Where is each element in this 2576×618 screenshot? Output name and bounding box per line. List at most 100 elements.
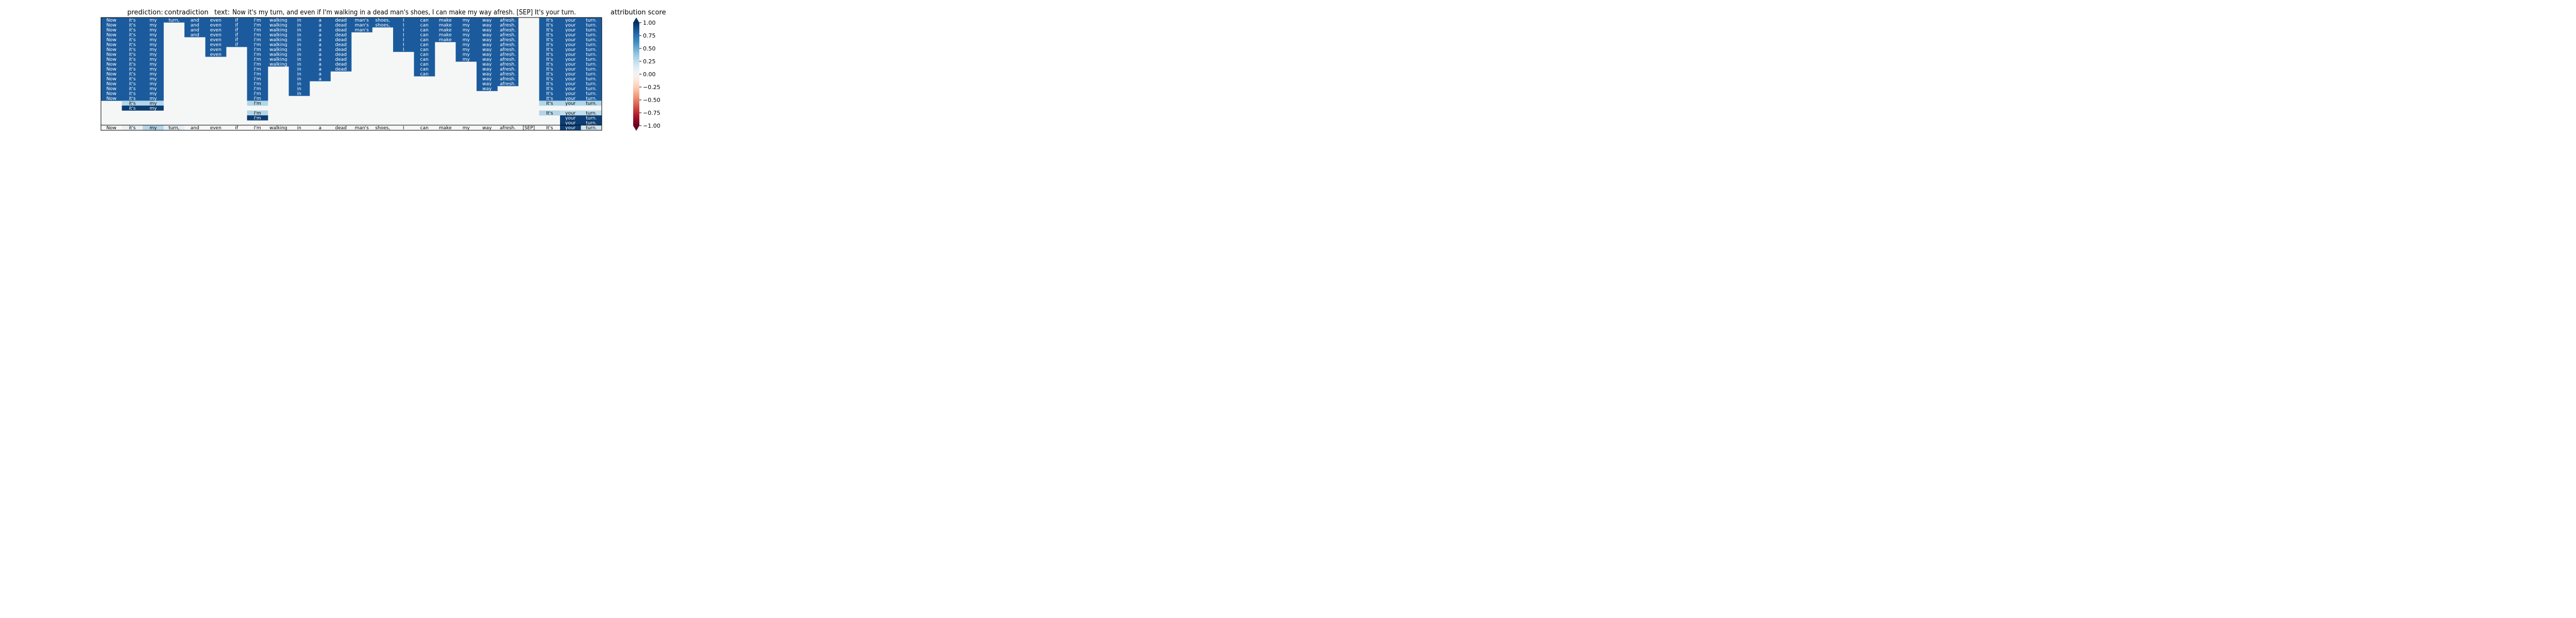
heatmap-label: I'm [254, 28, 261, 33]
token-cell [435, 125, 456, 130]
colorbar-bottom-extension [633, 126, 639, 131]
heatmap-cell [268, 32, 289, 38]
heatmap-cell [560, 61, 581, 67]
heatmap-label: It's [546, 87, 553, 92]
heatmap-label: your [565, 33, 576, 38]
heatmap-cell [497, 71, 519, 77]
heatmap-label: walking [269, 53, 287, 58]
heatmap-cell [101, 86, 122, 91]
heatmap-cell [497, 52, 519, 57]
heatmap-label: my [149, 62, 157, 67]
heatmap-label: my [149, 23, 157, 28]
heatmap-cell [247, 66, 268, 72]
heatmap-label: I'm [254, 87, 261, 92]
heatmap-cell [289, 18, 310, 23]
heatmap-label: can [420, 38, 429, 43]
heatmap-label: in [297, 33, 301, 38]
heatmap-cell [539, 71, 561, 77]
heatmap-cell [330, 57, 352, 62]
heatmap-cell [560, 86, 581, 91]
heatmap-cell [560, 57, 581, 62]
heatmap-cell [122, 37, 143, 42]
heatmap-label: turn. [586, 23, 597, 28]
heatmap-cell [289, 86, 310, 91]
heatmap-label: walking [269, 18, 287, 23]
heatmap-cell [289, 32, 310, 38]
heatmap-label: Now [106, 72, 116, 77]
heatmap-label: It's [546, 18, 553, 23]
token-cell [268, 125, 289, 130]
heatmap-label: afresh. [500, 23, 516, 28]
heatmap-label: can [420, 43, 429, 48]
chart-title: prediction: contradiction text: Now it's… [127, 9, 576, 16]
heatmap-label: even [210, 33, 222, 38]
heatmap-cell [143, 86, 164, 91]
heatmap-cell [539, 18, 561, 23]
token-label: shoes, [375, 126, 390, 131]
heatmap-cell [289, 27, 310, 32]
prediction-value: contradiction [164, 9, 209, 16]
heatmap-cell [581, 86, 602, 91]
heatmap-cell [455, 57, 477, 62]
heatmap-cell [372, 18, 394, 23]
heatmap-label: way [482, 77, 492, 82]
heatmap-label: in [297, 82, 301, 87]
heatmap-label: in [297, 18, 301, 23]
heatmap-cell [560, 110, 581, 116]
token-label: and [191, 126, 199, 131]
heatmap-label: your [565, 67, 576, 72]
heatmap-cell [330, 37, 352, 42]
token-label: way [482, 126, 492, 131]
heatmap-label: Now [106, 23, 116, 28]
heatmap-label: way [482, 33, 492, 38]
heatmap-label: it's [129, 18, 136, 23]
heatmap-label: walking [269, 33, 287, 38]
heatmap-cell [247, 52, 268, 57]
heatmap-cell [497, 22, 519, 28]
heatmap-cell [310, 61, 331, 67]
heatmap-label: turn. [586, 77, 597, 82]
heatmap-cell [143, 66, 164, 72]
heatmap-cell [247, 100, 268, 106]
heatmap-label: walking [269, 62, 287, 67]
heatmap-cell [122, 22, 143, 28]
heatmap-label: my [463, 57, 470, 62]
heatmap-cell [477, 81, 498, 87]
heatmap-cell [289, 91, 310, 96]
heatmap-cell [122, 66, 143, 72]
heatmap-label: my [149, 33, 157, 38]
heatmap-cell [539, 86, 561, 91]
heatmap-label: walking [269, 28, 287, 33]
heatmap-cell [310, 37, 331, 42]
heatmap-cell [310, 66, 331, 72]
colorbar-top-extension [633, 18, 639, 23]
heatmap-label: even [210, 43, 222, 48]
heatmap-cell [435, 32, 456, 38]
heatmap-cell [247, 37, 268, 42]
heatmap-cell [497, 81, 519, 87]
heatmap-cell [581, 96, 602, 101]
heatmap-label: in [297, 53, 301, 58]
heatmap-cell [122, 71, 143, 77]
heatmap-label: and [191, 18, 199, 23]
heatmap-cell [539, 61, 561, 67]
token-cell [351, 125, 372, 130]
heatmap-cell [101, 57, 122, 62]
heatmap-cell [560, 66, 581, 72]
heatmap-label: in [297, 43, 301, 48]
heatmap-label: in [297, 67, 301, 72]
heatmap-cell [393, 47, 414, 52]
heatmap-label: your [565, 43, 576, 48]
heatmap-cell [247, 42, 268, 47]
heatmap-cell [247, 96, 268, 101]
heatmap-cell [122, 42, 143, 47]
heatmap-label: shoes, [375, 18, 390, 23]
heatmap-label: your [565, 77, 576, 82]
heatmap-cell [455, 18, 477, 23]
heatmap-label: Now [106, 18, 116, 23]
heatmap-label: in [297, 77, 301, 82]
heatmap-label: Now [106, 38, 116, 43]
heatmap-cell [477, 52, 498, 57]
heatmap-label: I'm [254, 23, 261, 28]
heatmap-label: my [463, 18, 470, 23]
